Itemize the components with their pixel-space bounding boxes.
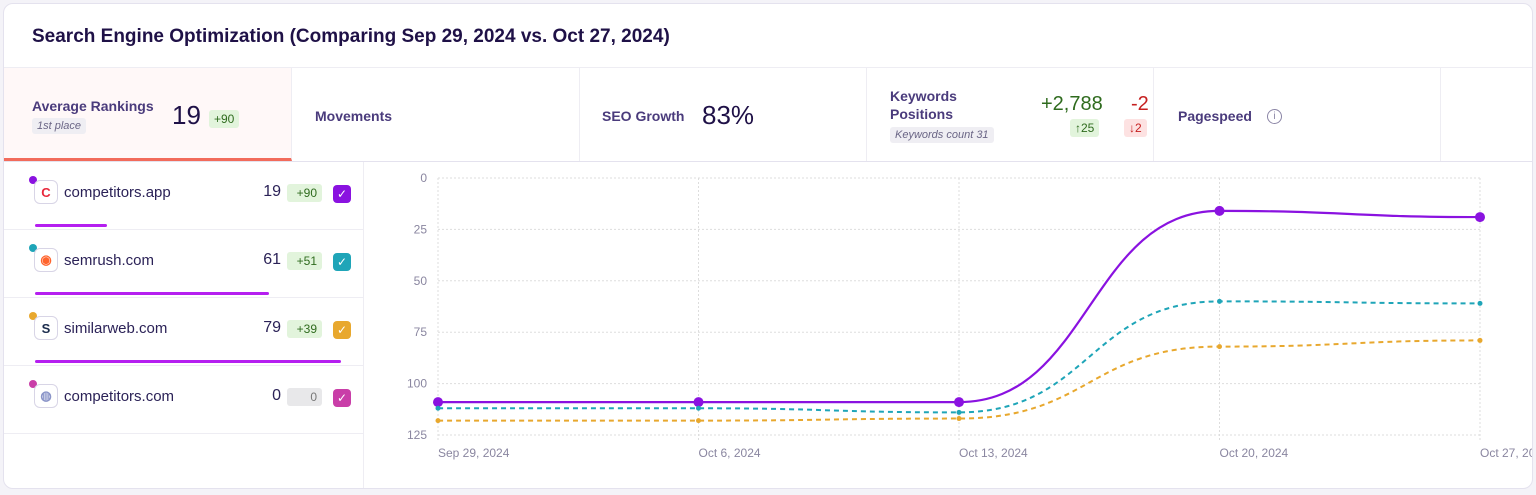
data-point [1217, 298, 1222, 304]
competitor-name: semrush.com [64, 252, 155, 269]
competitor-row[interactable]: ◍ competitors.com 0 0 ✓ [4, 366, 363, 434]
series-line [438, 300, 1481, 414]
seo-card: Search Engine Optimization (Comparing Se… [3, 3, 1533, 489]
data-point [696, 418, 701, 424]
site-logo-icon: ◉ [34, 248, 58, 272]
up-count: ↑25 [1070, 119, 1100, 137]
rank-bar [35, 224, 107, 227]
x-tick-label: Sep 29, 2024 [438, 446, 510, 460]
series-dot [29, 312, 37, 320]
down-value: -2 [1131, 93, 1149, 115]
growth-value: 83% [702, 100, 755, 130]
y-tick-label: 50 [414, 274, 428, 288]
page-title: Search Engine Optimization (Comparing Se… [32, 26, 670, 47]
competitor-rank: 79 [263, 319, 281, 336]
y-tick-label: 0 [420, 171, 427, 185]
series-line [437, 339, 1481, 422]
competitor-rank: 0 [272, 387, 281, 404]
tab-label: Positions [890, 106, 954, 122]
data-point [693, 397, 704, 408]
competitor-list: C competitors.app 19 +90 ✓ ◉ semrush.com… [4, 162, 364, 488]
data-point [1475, 212, 1485, 223]
x-tick-label: Oct 20, 2024 [1220, 446, 1289, 460]
data-point [1217, 344, 1222, 350]
tab-average-rankings[interactable]: Average Rankings 1st place 19 +90 [4, 68, 292, 161]
tab-label: SEO Growth [602, 108, 685, 124]
competitor-change: +90 [287, 184, 322, 202]
data-point [696, 405, 701, 411]
competitor-row[interactable]: C competitors.app 19 +90 ✓ [4, 162, 363, 230]
data-point [433, 397, 443, 408]
tab-seo-growth[interactable]: SEO Growth 83% [580, 68, 867, 161]
series-dot [29, 380, 37, 388]
x-tick-label: Oct 27, 2024 [1480, 446, 1533, 460]
site-logo-icon: C [34, 180, 58, 204]
tab-label: Average Rankings [32, 98, 154, 114]
competitor-change: 0 [287, 388, 322, 406]
competitor-row[interactable]: S similarweb.com 79 +39 ✓ [4, 298, 363, 366]
tab-pagespeed[interactable]: Pagespeed i [1154, 68, 1441, 161]
tab-keywords-positions[interactable]: Keywords Positions Keywords count 31 +2,… [867, 68, 1154, 161]
metric-tabs: Average Rankings 1st place 19 +90 Moveme… [4, 67, 1532, 162]
data-point [954, 397, 964, 408]
down-count: ↓2 [1124, 119, 1147, 137]
rank-bar [35, 292, 269, 295]
rank-sub: 1st place [32, 118, 87, 134]
data-point [1214, 205, 1225, 216]
competitor-rank: 19 [263, 183, 281, 200]
competitor-checkbox[interactable]: ✓ [333, 253, 351, 271]
competitor-row[interactable]: ◉ semrush.com 61 +51 ✓ [4, 230, 363, 298]
y-tick-label: 125 [407, 428, 427, 442]
x-tick-label: Oct 6, 2024 [699, 446, 761, 460]
tab-movements[interactable]: Movements [292, 68, 580, 161]
rank-bar [35, 360, 341, 363]
x-tick-label: Oct 13, 2024 [959, 446, 1028, 460]
competitor-checkbox[interactable]: ✓ [333, 321, 351, 339]
info-icon[interactable]: i [1267, 109, 1282, 124]
keywords-count: Keywords count 31 [890, 127, 994, 143]
competitor-name: similarweb.com [64, 320, 168, 337]
rankings-chart: 0 25 50 75 100 125 Sep 29, 2024 Oct 6, 2024 Oct … [407, 171, 1533, 460]
data-point [435, 405, 441, 411]
competitor-name: competitors.com [64, 388, 175, 405]
competitor-rank: 61 [263, 251, 281, 268]
site-logo-icon: S [34, 316, 58, 340]
series-dot [29, 244, 37, 252]
data-point [435, 418, 441, 424]
avg-value: 19 [172, 100, 201, 130]
competitor-change: +51 [287, 252, 322, 270]
tab-label: Movements [315, 108, 393, 124]
tab-label: Keywords [890, 88, 957, 104]
competitor-change: +39 [287, 320, 322, 338]
site-logo-icon: ◍ [34, 384, 58, 408]
tab-label: Pagespeed [1178, 108, 1252, 124]
series-dot [29, 176, 37, 184]
y-tick-label: 25 [414, 222, 428, 236]
up-value: +2,788 [1041, 93, 1103, 115]
competitor-checkbox[interactable]: ✓ [333, 185, 351, 203]
y-tick-label: 75 [414, 325, 428, 339]
data-point [1477, 337, 1483, 343]
avg-change: +90 [209, 110, 240, 128]
competitor-name: competitors.app [64, 184, 171, 201]
competitor-checkbox[interactable]: ✓ [333, 389, 351, 407]
y-tick-label: 100 [407, 377, 427, 391]
data-point [956, 416, 962, 422]
data-point [956, 409, 962, 415]
series-line [438, 209, 1481, 404]
data-point [1477, 300, 1483, 306]
